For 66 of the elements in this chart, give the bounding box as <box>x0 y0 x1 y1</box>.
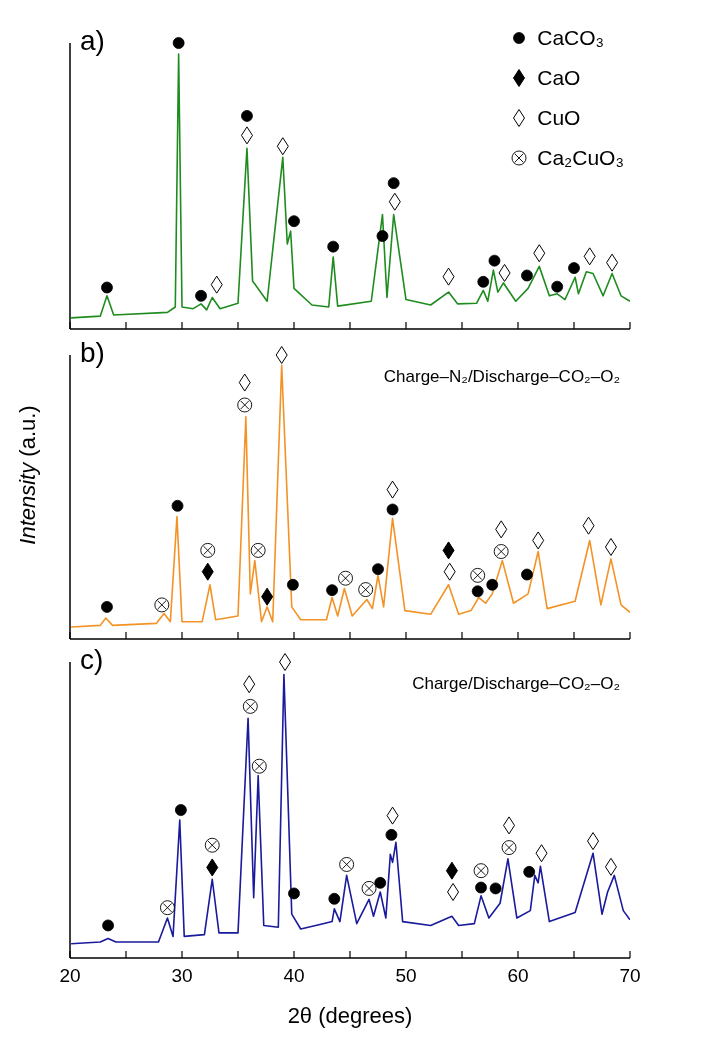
point <box>288 215 300 228</box>
point <box>279 653 292 671</box>
point <box>376 230 389 242</box>
point <box>477 275 490 288</box>
point <box>241 110 253 122</box>
chart-title: b) <box>80 337 105 369</box>
point <box>551 280 564 293</box>
point <box>159 900 175 916</box>
y-axis-title: Intensity (a.u.) <box>15 405 40 545</box>
legend-label: Ca₂CuO₃ <box>537 145 624 171</box>
point <box>523 865 536 878</box>
point <box>521 568 533 581</box>
point <box>204 837 220 853</box>
point <box>242 698 258 714</box>
point <box>501 840 517 855</box>
point <box>358 582 374 597</box>
point <box>338 570 353 586</box>
point <box>339 857 355 872</box>
point <box>250 542 266 558</box>
point <box>568 262 580 274</box>
point <box>328 892 341 905</box>
text: Charge–N₂/Discharge–CO₂–O₂ <box>383 367 620 387</box>
x-tick-label: 50 <box>395 965 417 987</box>
x-tick-label: 60 <box>507 965 529 987</box>
point <box>386 503 399 516</box>
point <box>475 881 487 894</box>
point <box>470 567 486 583</box>
point <box>101 281 113 294</box>
point <box>171 499 184 512</box>
point <box>101 601 113 613</box>
point <box>172 37 185 49</box>
x-axis-title: 2θ (degrees) <box>287 1003 413 1028</box>
point <box>387 177 400 190</box>
point <box>385 828 398 841</box>
legend-label: CaCO₃ <box>537 25 605 51</box>
point <box>275 346 288 364</box>
point <box>372 563 384 576</box>
point <box>326 584 338 597</box>
text: Charge/Discharge–CO₂–O₂ <box>412 674 620 694</box>
x-tick-label: 40 <box>283 965 305 987</box>
point <box>473 863 489 879</box>
point <box>489 882 502 895</box>
legend-label: CuO <box>537 105 581 131</box>
point <box>195 289 207 302</box>
x-tick-label: 20 <box>59 965 81 987</box>
point <box>488 254 501 267</box>
point <box>361 881 377 896</box>
x-tick-label: 70 <box>619 965 641 987</box>
point <box>327 240 340 253</box>
chart-title: c) <box>80 644 104 676</box>
point <box>102 919 114 932</box>
point <box>154 597 170 613</box>
point <box>521 269 533 282</box>
point <box>374 876 387 889</box>
point <box>288 887 300 900</box>
point <box>251 758 267 774</box>
point <box>174 804 187 816</box>
point <box>493 544 509 559</box>
point <box>237 397 253 413</box>
chart-title: a) <box>80 25 105 57</box>
point <box>286 578 299 591</box>
point <box>471 585 484 598</box>
point <box>486 578 499 591</box>
legend-label: CaO <box>537 65 581 91</box>
x-tick-label: 30 <box>171 965 193 987</box>
point <box>200 542 216 558</box>
